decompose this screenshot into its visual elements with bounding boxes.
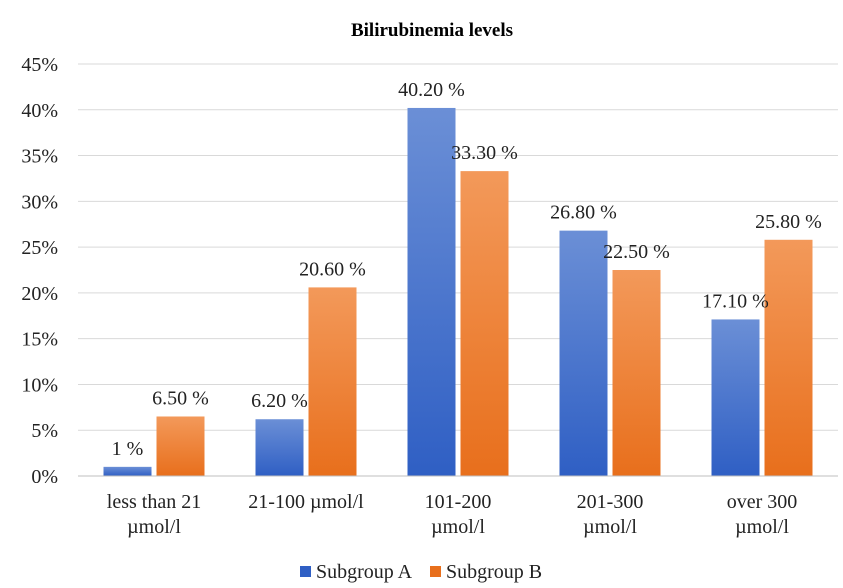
legend-label: Subgroup A bbox=[316, 561, 413, 583]
x-category-label: µmol/l bbox=[735, 516, 789, 538]
bars bbox=[103, 107, 813, 477]
y-tick-label: 15% bbox=[21, 329, 58, 351]
bar-subgroup-b bbox=[460, 171, 509, 476]
data-label: 33.30 % bbox=[451, 142, 518, 164]
y-tick-label: 40% bbox=[21, 100, 58, 122]
legend-swatch bbox=[300, 566, 311, 577]
legend: Subgroup A Subgroup B bbox=[300, 561, 542, 583]
x-category-label: 201-300 bbox=[577, 491, 644, 513]
x-category-label: over 300 bbox=[727, 491, 798, 513]
data-label: 6.20 % bbox=[251, 390, 308, 412]
x-category-label: 21-100 µmol/l bbox=[248, 491, 364, 513]
x-category-label: µmol/l bbox=[583, 516, 637, 538]
legend-swatch bbox=[430, 566, 441, 577]
bar-subgroup-a bbox=[711, 319, 760, 476]
gridlines bbox=[78, 63, 838, 431]
data-label: 22.50 % bbox=[603, 241, 670, 263]
y-tick-label: 20% bbox=[21, 283, 58, 305]
data-label: 40.20 % bbox=[398, 79, 465, 101]
x-category-label: 101-200 bbox=[425, 491, 492, 513]
y-tick-label: 0% bbox=[31, 466, 58, 488]
bar-subgroup-a bbox=[255, 419, 304, 476]
bar-subgroup-b bbox=[156, 416, 205, 476]
x-category-label: µmol/l bbox=[127, 516, 181, 538]
y-tick-label: 35% bbox=[21, 146, 58, 168]
bar-subgroup-b bbox=[764, 239, 813, 476]
data-label: 6.50 % bbox=[152, 387, 209, 409]
y-tick-label: 30% bbox=[21, 191, 58, 213]
y-axis-ticks: 0% 5% 10% 15% 20% 25% 30% 35% 40% 45% bbox=[21, 54, 58, 488]
data-label: 20.60 % bbox=[299, 258, 366, 280]
bar-subgroup-a bbox=[103, 466, 152, 476]
bar-subgroup-b bbox=[612, 270, 661, 476]
data-label: 26.80 % bbox=[550, 202, 617, 224]
legend-label: Subgroup B bbox=[446, 561, 542, 583]
data-labels: 1 % 6.50 % 6.20 % 20.60 % 40.20 % 33.30 % 26.8… bbox=[112, 79, 822, 460]
y-tick-label: 25% bbox=[21, 237, 58, 259]
x-category-label: µmol/l bbox=[431, 516, 485, 538]
x-category-label: less than 21 bbox=[107, 491, 201, 513]
data-label: 17.10 % bbox=[702, 290, 769, 312]
chart-title: Bilirubinemia levels bbox=[351, 20, 513, 41]
bar-subgroup-a bbox=[407, 107, 456, 477]
data-label: 1 % bbox=[112, 438, 144, 460]
y-tick-label: 5% bbox=[31, 420, 58, 442]
bar-subgroup-b bbox=[308, 287, 357, 476]
data-label: 25.80 % bbox=[755, 211, 822, 233]
y-tick-label: 45% bbox=[21, 54, 58, 76]
bar-subgroup-a bbox=[559, 230, 608, 476]
x-axis-categories: less than 21 µmol/l 21-100 µmol/l 101-200 µm… bbox=[107, 491, 797, 538]
y-tick-label: 10% bbox=[21, 374, 58, 396]
